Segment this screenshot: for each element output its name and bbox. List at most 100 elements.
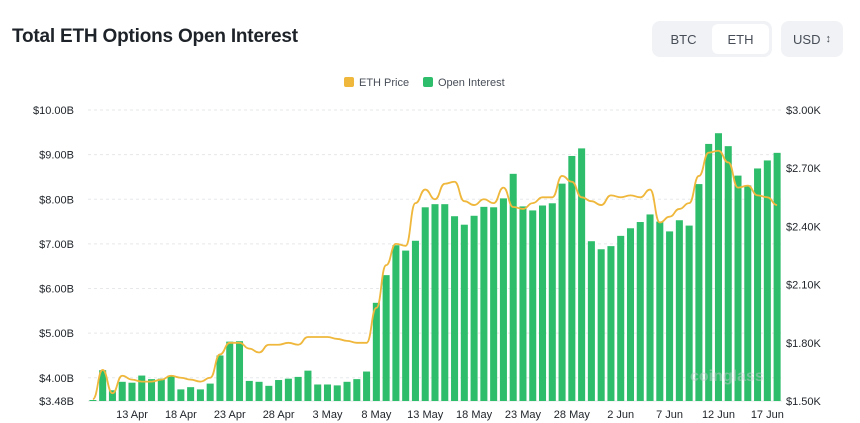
open-interest-bar (558, 183, 566, 401)
open-interest-bar (343, 381, 351, 401)
legend-swatch-eth-price (344, 77, 354, 87)
x-tick-label: 13 Apr (116, 409, 148, 421)
x-axis: 13 Apr 18 Apr 23 Apr 28 Apr 3 May 8 May 13 May… (116, 409, 784, 421)
y-right-tick-label: $3.00K (786, 105, 822, 117)
y-left-tick-label: $5.00B (39, 328, 74, 340)
open-interest-bar (411, 240, 419, 401)
open-interest-bar (587, 241, 595, 401)
open-interest-bar (353, 379, 361, 401)
x-tick-label: 28 May (554, 409, 591, 421)
open-interest-bar (675, 220, 683, 401)
open-interest-bar (138, 375, 146, 401)
open-interest-bar (714, 133, 722, 401)
open-interest-bar (460, 224, 468, 401)
open-interest-bar (372, 302, 380, 401)
open-interest-bar (744, 185, 752, 401)
x-tick-label: 23 May (505, 409, 542, 421)
open-interest-bar (157, 378, 165, 401)
y-axis-right: $1.50K $1.80K $2.10K $2.40K $2.70K $3.00K (786, 105, 822, 408)
x-tick-label: 8 May (361, 409, 391, 421)
asset-tab-btc[interactable]: BTC (670, 31, 697, 47)
open-interest-bar (226, 341, 234, 401)
open-interest-bar (529, 210, 537, 401)
x-tick-label: 3 May (312, 409, 342, 421)
eth-price-series-line (92, 149, 778, 400)
open-interest-bar (421, 207, 429, 401)
y-right-tick-label: $1.50K (786, 396, 822, 408)
open-interest-bar (666, 231, 674, 401)
open-interest-bar (196, 389, 204, 401)
open-interest-bar (118, 381, 126, 401)
asset-tab-eth[interactable]: ETH (712, 24, 769, 54)
open-interest-bar (333, 385, 341, 401)
open-interest-bar (89, 400, 97, 401)
x-tick-label: 28 Apr (263, 409, 295, 421)
y-left-tick-label: $6.00B (39, 284, 74, 296)
open-interest-bar (441, 204, 449, 401)
open-interest-bar (265, 385, 273, 401)
chevron-up-down-icon: ↕ (825, 32, 831, 45)
open-interest-bar (216, 355, 224, 401)
open-interest-bar (519, 206, 527, 401)
legend-label-open-interest: Open Interest (438, 77, 505, 89)
asset-toggle: BTC ETH (652, 21, 772, 57)
open-interest-bar (539, 205, 547, 401)
currency-select[interactable]: USD ↕ (781, 21, 843, 57)
open-interest-bar (235, 341, 244, 401)
open-interest-bar (685, 225, 693, 401)
y-left-tick-label: $10.00B (33, 105, 74, 117)
y-left-tick-label: $4.00B (39, 373, 74, 385)
open-interest-bar (275, 380, 283, 401)
page-title: Total ETH Options Open Interest (12, 26, 298, 47)
open-interest-bar (108, 390, 116, 401)
open-interest-bar (363, 371, 371, 401)
watermark: coinglass (690, 368, 764, 385)
open-interest-bar (304, 370, 312, 401)
open-interest-bar (480, 206, 488, 401)
open-interest-bar (402, 250, 410, 401)
open-interest-bar (314, 384, 322, 401)
open-interest-bar (177, 389, 185, 401)
x-tick-label: 18 Apr (165, 409, 197, 421)
x-tick-label: 18 May (456, 409, 493, 421)
y-right-tick-label: $1.80K (786, 338, 822, 350)
open-interest-bar (148, 379, 156, 401)
x-tick-label: 2 Jun (607, 409, 634, 421)
open-interest-bar (451, 216, 459, 401)
x-tick-label: 7 Jun (656, 409, 683, 421)
open-interest-bar (763, 160, 771, 401)
open-interest-bar (617, 235, 625, 401)
open-interest-bar (245, 380, 253, 401)
open-interest-bar (470, 215, 478, 401)
open-interest-bar (607, 246, 615, 401)
y-left-tick-label: $7.00B (39, 239, 74, 251)
y-right-tick-label: $2.10K (786, 280, 822, 292)
legend-swatch-open-interest (423, 77, 433, 87)
open-interest-bar (548, 203, 556, 401)
open-interest-bar (392, 245, 400, 401)
y-left-tick-label: $9.00B (39, 150, 74, 162)
x-tick-label: 13 May (407, 409, 444, 421)
y-left-tick-label: $8.00B (39, 194, 74, 206)
open-interest-bar (99, 370, 107, 401)
grid-lines (88, 109, 782, 402)
open-interest-bar (568, 155, 576, 401)
open-interest-bar (656, 221, 664, 401)
open-interest-bar (128, 382, 136, 401)
open-interest-bar (284, 378, 292, 401)
open-interest-bar (431, 204, 439, 401)
open-interest-bar (323, 384, 331, 401)
y-right-tick-label: $2.40K (786, 221, 822, 233)
open-interest-bar (187, 387, 195, 401)
x-tick-label: 23 Apr (214, 409, 246, 421)
chart-legend: ETH Price Open Interest (344, 77, 505, 89)
open-interest-bar (734, 175, 742, 401)
open-interest-bar (705, 143, 713, 402)
open-interest-bars (89, 133, 781, 402)
eth-price-line (92, 149, 778, 400)
x-tick-label: 12 Jun (702, 409, 735, 421)
open-interest-bar (167, 375, 175, 401)
open-interest-bar (695, 184, 703, 401)
open-interest-bar (294, 376, 302, 401)
